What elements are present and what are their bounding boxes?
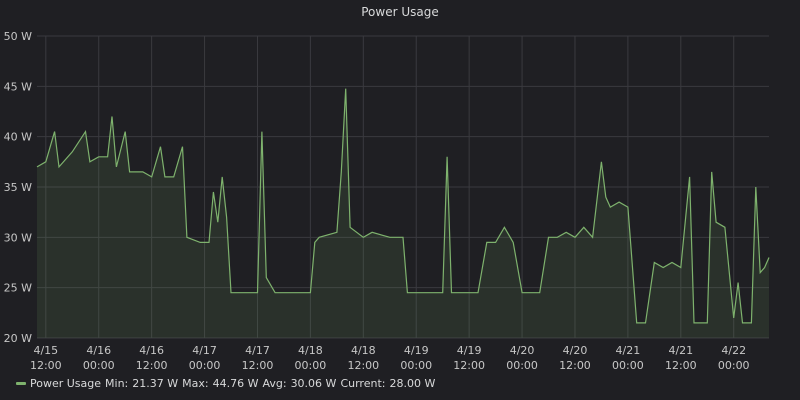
x-tick-time: 12:00 xyxy=(136,359,168,372)
legend-min-value: 21.37 W xyxy=(132,377,179,390)
y-tick-label: 30 W xyxy=(4,231,32,244)
x-tick-time: 12:00 xyxy=(665,359,697,372)
plot-area xyxy=(36,88,770,338)
x-tick-time: 12:00 xyxy=(242,359,274,372)
y-tick-label: 40 W xyxy=(4,131,32,144)
legend-current-value: 28.00 W xyxy=(389,377,436,390)
x-tick-date: 4/18 xyxy=(351,344,376,357)
x-tick-time: 12:00 xyxy=(30,359,62,372)
y-tick-label: 35 W xyxy=(4,181,32,194)
x-tick-time: 12:00 xyxy=(453,359,485,372)
legend-max-value: 44.76 W xyxy=(212,377,259,390)
x-tick-date: 4/20 xyxy=(563,344,588,357)
legend-swatch xyxy=(16,382,26,385)
x-tick-date: 4/18 xyxy=(298,344,323,357)
x-tick-date: 4/17 xyxy=(192,344,217,357)
x-tick-date: 4/19 xyxy=(457,344,482,357)
chart-title: Power Usage xyxy=(361,5,438,19)
x-tick-time: 12:00 xyxy=(347,359,379,372)
x-tick-date: 4/22 xyxy=(721,344,746,357)
legend-min-label: Min: xyxy=(105,377,129,390)
y-tick-label: 25 W xyxy=(4,282,32,295)
x-tick-date: 4/19 xyxy=(404,344,429,357)
x-tick-time: 00:00 xyxy=(295,359,327,372)
x-tick-time: 00:00 xyxy=(506,359,538,372)
x-tick-time: 00:00 xyxy=(400,359,432,372)
legend-avg-value: 30.06 W xyxy=(290,377,337,390)
y-axis: 20 W 25 W 30 W 35 W 40 W 45 W 50 W xyxy=(4,30,32,345)
x-tick-time: 00:00 xyxy=(189,359,221,372)
x-tick-time: 00:00 xyxy=(718,359,750,372)
x-axis: 4/15 12:00 4/16 00:00 4/16 12:00 4/17 00:00 4/17… xyxy=(30,344,750,372)
y-tick-label: 50 W xyxy=(4,30,32,43)
x-tick-date: 4/16 xyxy=(86,344,111,357)
legend-current-label: Current: xyxy=(340,377,386,390)
x-tick-time: 00:00 xyxy=(612,359,644,372)
y-tick-label: 20 W xyxy=(4,332,32,345)
legend-avg-label: Avg: xyxy=(262,377,287,390)
x-tick-time: 12:00 xyxy=(559,359,591,372)
x-tick-date: 4/20 xyxy=(510,344,535,357)
x-tick-time: 00:00 xyxy=(83,359,115,372)
legend-max-label: Max: xyxy=(182,377,209,390)
series-area-fill xyxy=(37,88,769,338)
y-tick-label: 45 W xyxy=(4,80,32,93)
legend[interactable]: Power Usage Min: 21.37 W Max: 44.76 W Av… xyxy=(16,377,439,390)
series-line xyxy=(36,88,770,324)
x-tick-date: 4/16 xyxy=(139,344,164,357)
x-tick-date: 4/21 xyxy=(616,344,641,357)
x-tick-date: 4/15 xyxy=(33,344,58,357)
legend-series-name[interactable]: Power Usage xyxy=(30,377,102,390)
grid xyxy=(37,35,769,339)
x-tick-date: 4/17 xyxy=(245,344,270,357)
x-tick-date: 4/21 xyxy=(668,344,693,357)
